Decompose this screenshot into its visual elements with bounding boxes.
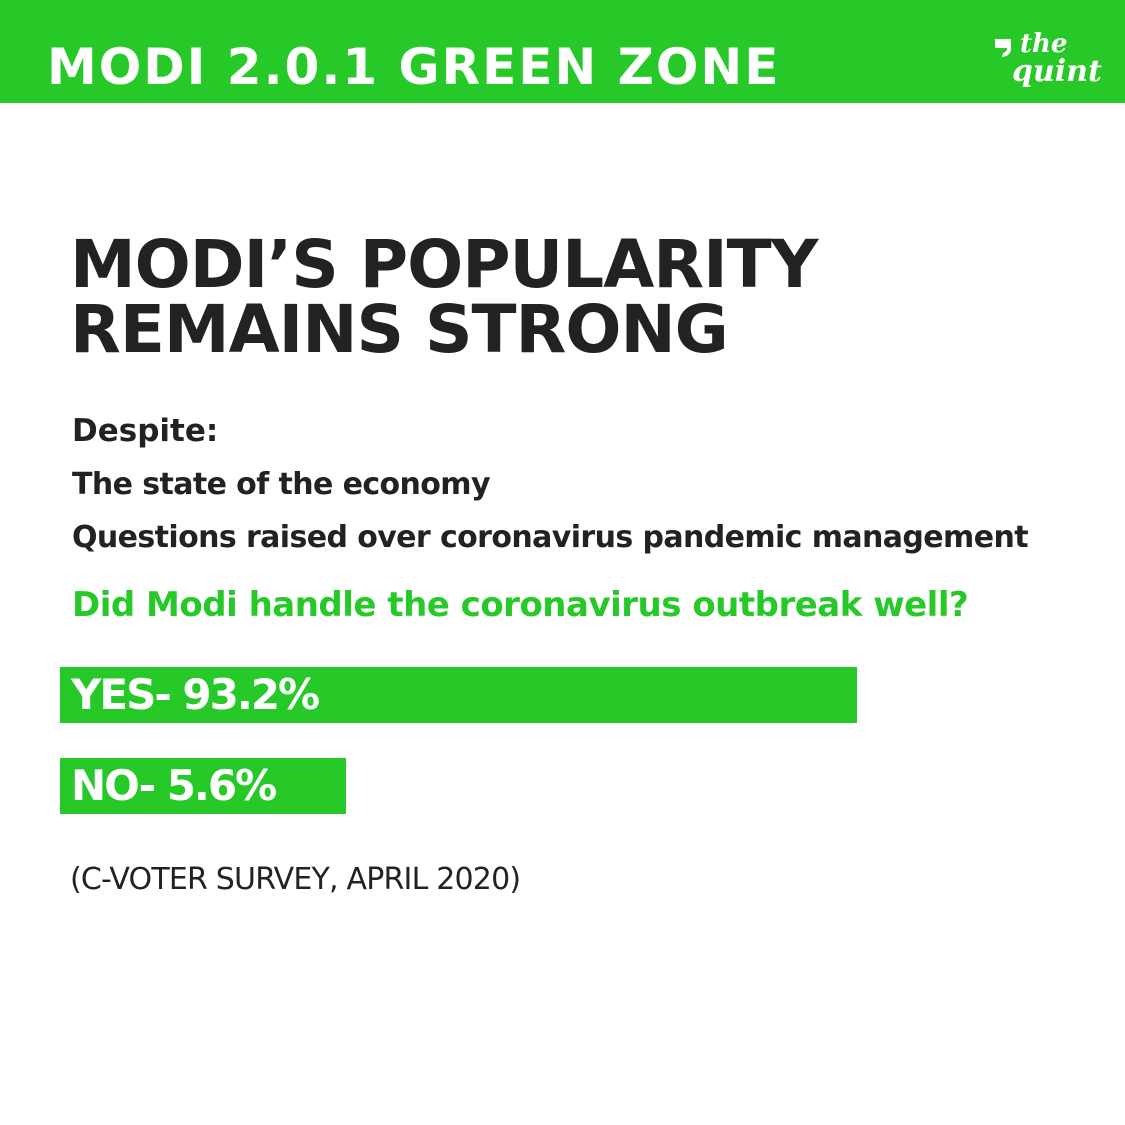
logo-text-quint: quint: [1012, 54, 1102, 89]
page-headline: MODI’S POPULARITY REMAINS STRONG: [70, 226, 818, 368]
context-item-economy: The state of the economy: [72, 467, 491, 502]
context-item-pandemic: Questions raised over coronavirus pandem…: [72, 520, 1029, 555]
context-label: Despite:: [72, 413, 219, 449]
header-banner: MODI 2.0.1 GREEN ZONE the quint: [0, 0, 1125, 103]
chart-question: Did Modi handle the coronavirus outbreak…: [72, 585, 969, 625]
headline-line-2: REMAINS STRONG: [70, 291, 729, 368]
headline-line-1: MODI’S POPULARITY: [70, 226, 818, 303]
context-block: Despite: The state of the economy Questi…: [72, 405, 1029, 564]
logo-text-the: the: [1020, 29, 1068, 59]
logo-quote-icon: [995, 39, 1011, 57]
header-title: MODI 2.0.1 GREEN ZONE: [47, 38, 781, 96]
source-note: (C-VOTER SURVEY, APRIL 2020): [70, 862, 521, 897]
the-quint-logo: the quint: [990, 30, 1110, 100]
bar-label-yes: YES- 93.2%: [71, 670, 320, 719]
bar-label-no: NO- 5.6%: [71, 761, 277, 810]
